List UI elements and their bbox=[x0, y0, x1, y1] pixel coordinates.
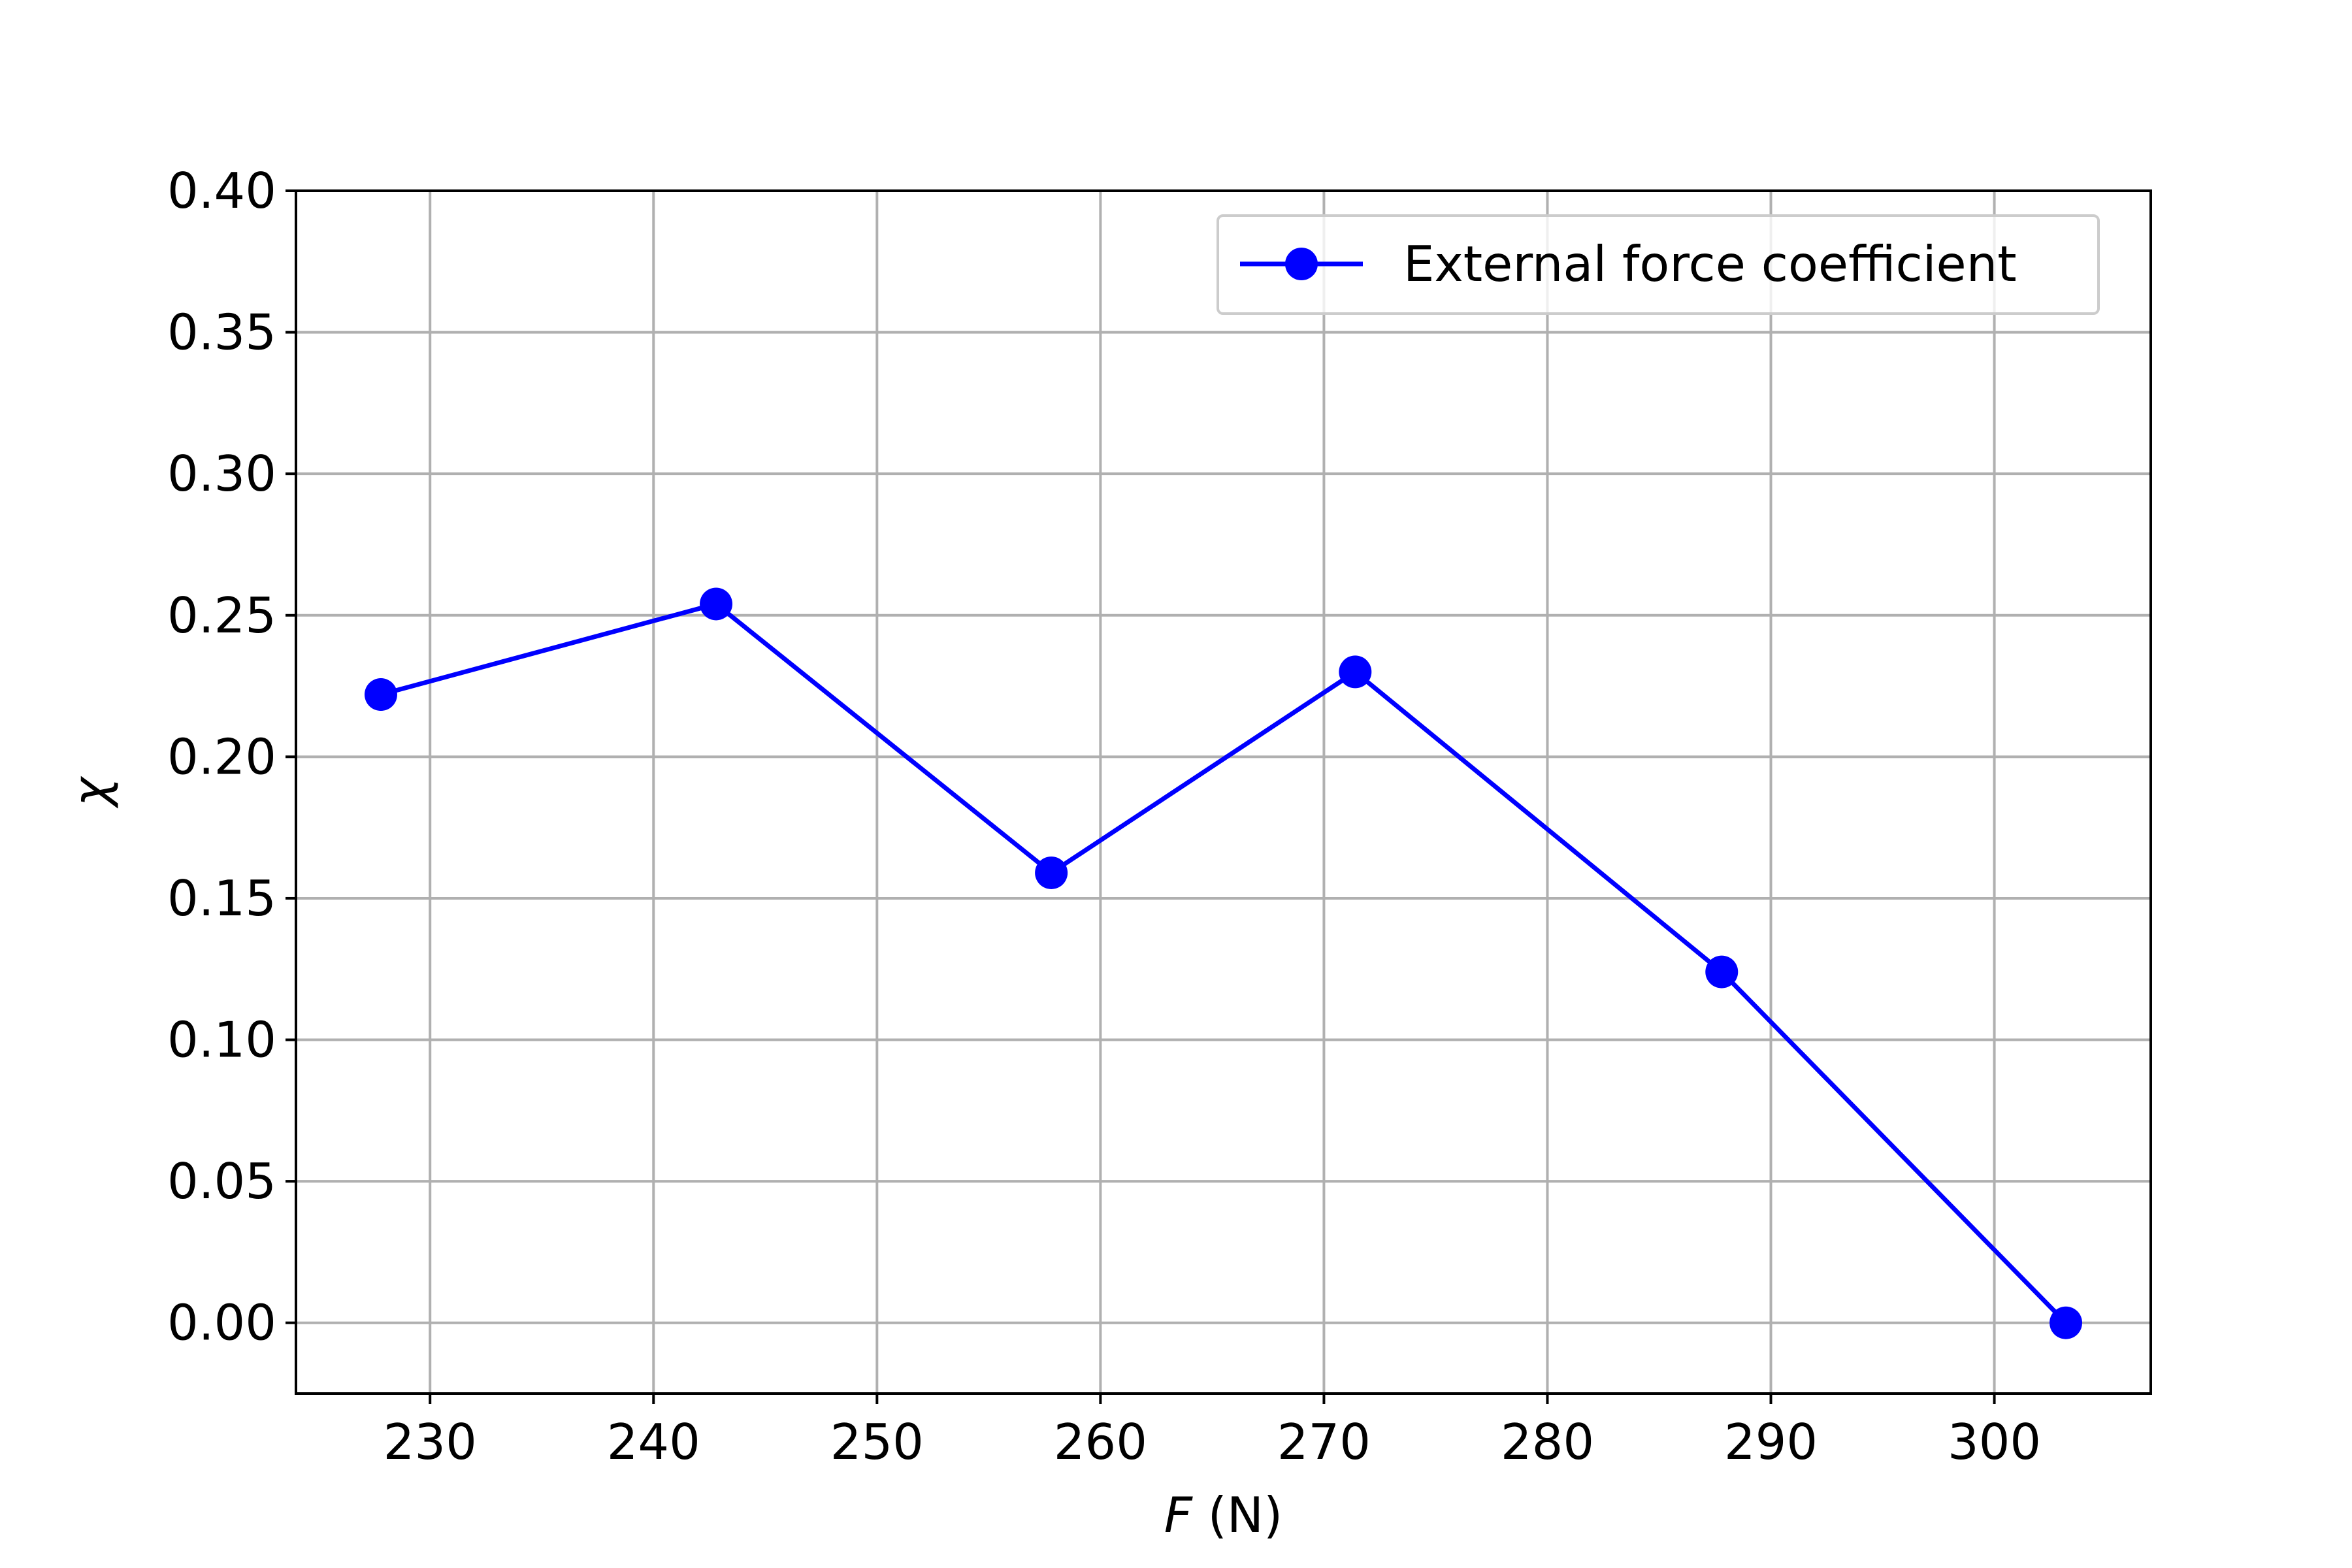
y-tick-label: 0.20 bbox=[167, 728, 276, 785]
x-tick-label: 290 bbox=[1724, 1413, 1818, 1471]
x-tick-label: 280 bbox=[1501, 1413, 1594, 1471]
y-tick-label: 0.25 bbox=[167, 587, 276, 644]
x-tick-label: 260 bbox=[1054, 1413, 1147, 1471]
data-point bbox=[1339, 655, 1372, 689]
x-axis: 230 240 250 260 270 280 290 300 bbox=[384, 1394, 2041, 1471]
x-tick-label: 230 bbox=[384, 1413, 477, 1471]
data-point bbox=[1035, 856, 1068, 889]
y-tick-label: 0.30 bbox=[167, 445, 276, 502]
y-tick-label: 0.10 bbox=[167, 1011, 276, 1069]
plot-area bbox=[296, 191, 2151, 1394]
legend-label: External force coefficient bbox=[1403, 235, 2017, 293]
y-tick-label: 0.35 bbox=[167, 304, 276, 361]
x-axis-label: F (N) bbox=[1164, 1486, 1283, 1544]
data-point bbox=[700, 587, 733, 621]
data-point bbox=[364, 678, 397, 711]
series-layer bbox=[364, 587, 2083, 1339]
x-tick-label: 250 bbox=[830, 1413, 924, 1471]
series-line bbox=[380, 601, 2068, 1325]
x-tick-label: 240 bbox=[607, 1413, 700, 1471]
legend-marker bbox=[1285, 248, 1318, 280]
axes-frame bbox=[295, 189, 2152, 1395]
x-tick-label: 300 bbox=[1948, 1413, 2041, 1471]
data-point bbox=[1705, 955, 1739, 988]
data-point bbox=[2050, 1306, 2083, 1339]
x-axis-label-symbol: F bbox=[1164, 1486, 1194, 1544]
x-axis-label-unit: (N) bbox=[1192, 1486, 1282, 1544]
y-tick-label: 0.15 bbox=[167, 870, 276, 927]
y-tick-label: 0.05 bbox=[167, 1152, 276, 1210]
y-tick-label: 0.40 bbox=[167, 162, 276, 220]
y-axis-label: χ bbox=[62, 776, 120, 809]
y-axis: 0.00 0.05 0.10 0.15 0.20 0.25 0.30 0.35 0.40 bbox=[167, 162, 296, 1352]
grid bbox=[296, 189, 2151, 1394]
y-tick-label: 0.00 bbox=[167, 1294, 276, 1352]
legend-box bbox=[1217, 214, 2100, 315]
legend: External force coefficient bbox=[1217, 214, 2100, 315]
x-tick-label: 270 bbox=[1277, 1413, 1371, 1471]
